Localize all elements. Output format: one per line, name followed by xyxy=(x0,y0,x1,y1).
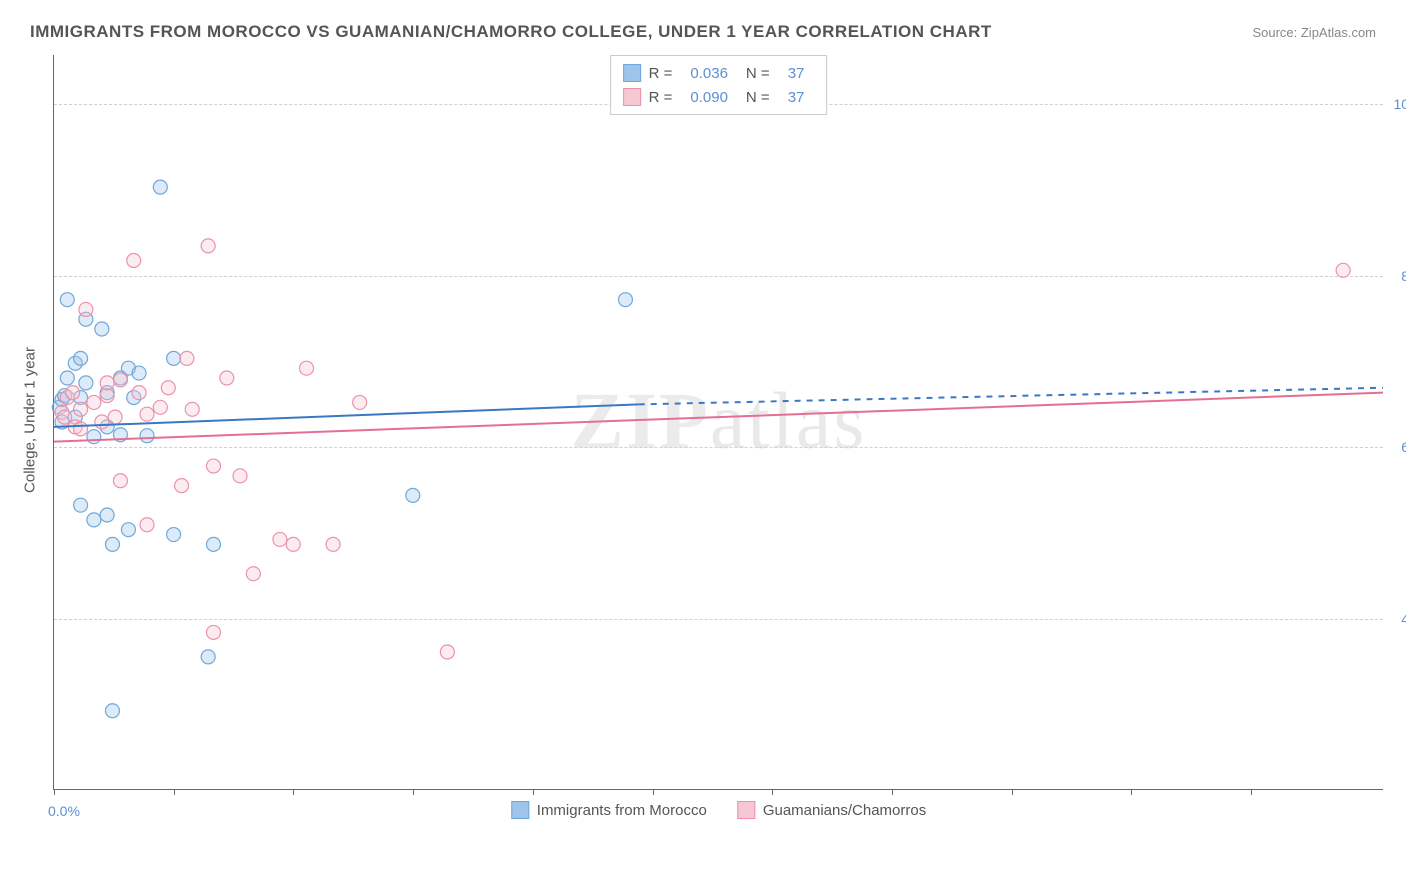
scatter-point xyxy=(79,376,93,390)
scatter-point xyxy=(87,395,101,409)
scatter-point xyxy=(127,254,141,268)
scatter-point xyxy=(132,386,146,400)
scatter-point xyxy=(74,351,88,365)
scatter-point xyxy=(233,469,247,483)
scatter-point xyxy=(140,518,154,532)
scatter-point xyxy=(79,302,93,316)
scatter-point xyxy=(185,402,199,416)
x-tick xyxy=(54,789,55,795)
plot-svg xyxy=(54,55,1383,789)
scatter-point xyxy=(206,625,220,639)
scatter-point xyxy=(66,386,80,400)
y-axis-title: College, Under 1 year xyxy=(22,347,39,493)
scatter-point xyxy=(87,513,101,527)
scatter-point xyxy=(100,508,114,522)
scatter-point xyxy=(406,488,420,502)
scatter-point xyxy=(100,376,114,390)
source-attribution: Source: ZipAtlas.com xyxy=(1252,25,1376,40)
scatter-point xyxy=(132,366,146,380)
scatter-point xyxy=(618,293,632,307)
scatter-point xyxy=(140,407,154,421)
scatter-point xyxy=(1336,263,1350,277)
regression-line xyxy=(54,393,1383,442)
scatter-point xyxy=(153,180,167,194)
scatter-point xyxy=(74,422,88,436)
y-tick-label: 82.5% xyxy=(1401,268,1406,284)
x-tick xyxy=(533,789,534,795)
y-tick-label: 65.0% xyxy=(1401,439,1406,455)
scatter-point xyxy=(286,537,300,551)
scatter-point xyxy=(74,498,88,512)
scatter-point xyxy=(95,415,109,429)
x-min-label: 0.0% xyxy=(48,803,80,819)
scatter-point xyxy=(300,361,314,375)
plot-area: ZIPatlas 100.0%82.5%65.0%47.5% 0.0% 50.0… xyxy=(53,55,1383,790)
scatter-point xyxy=(353,395,367,409)
scatter-point xyxy=(95,322,109,336)
scatter-point xyxy=(326,537,340,551)
scatter-point xyxy=(220,371,234,385)
scatter-point xyxy=(206,459,220,473)
scatter-point xyxy=(105,704,119,718)
scatter-point xyxy=(121,523,135,537)
scatter-point xyxy=(180,351,194,365)
x-tick xyxy=(413,789,414,795)
scatter-point xyxy=(60,371,74,385)
scatter-point xyxy=(74,402,88,416)
bottom-legend-label: Immigrants from Morocco xyxy=(537,802,707,819)
scatter-point xyxy=(113,373,127,387)
scatter-point xyxy=(246,567,260,581)
scatter-point xyxy=(440,645,454,659)
scatter-point xyxy=(113,474,127,488)
scatter-point xyxy=(108,410,122,424)
scatter-point xyxy=(87,430,101,444)
x-tick xyxy=(174,789,175,795)
scatter-point xyxy=(161,381,175,395)
scatter-point xyxy=(175,479,189,493)
bottom-legend-item: Guamanians/Chamorros xyxy=(737,801,926,819)
scatter-point xyxy=(60,293,74,307)
chart-title: IMMIGRANTS FROM MOROCCO VS GUAMANIAN/CHA… xyxy=(30,22,992,42)
y-tick-label: 100.0% xyxy=(1394,96,1406,112)
x-tick xyxy=(772,789,773,795)
scatter-point xyxy=(201,650,215,664)
scatter-point xyxy=(273,532,287,546)
scatter-point xyxy=(206,537,220,551)
y-tick-label: 47.5% xyxy=(1401,611,1406,627)
bottom-legend: Immigrants from Morocco Guamanians/Chamor… xyxy=(511,801,926,819)
scatter-point xyxy=(153,400,167,414)
scatter-point xyxy=(140,429,154,443)
x-tick xyxy=(1251,789,1252,795)
x-tick xyxy=(892,789,893,795)
scatter-point xyxy=(167,528,181,542)
x-tick xyxy=(1012,789,1013,795)
scatter-point xyxy=(167,351,181,365)
bottom-legend-item: Immigrants from Morocco xyxy=(511,801,707,819)
x-tick xyxy=(293,789,294,795)
scatter-point xyxy=(100,389,114,403)
scatter-point xyxy=(105,537,119,551)
bottom-legend-label: Guamanians/Chamorros xyxy=(763,802,926,819)
x-tick xyxy=(653,789,654,795)
legend-swatch xyxy=(511,801,529,819)
scatter-point xyxy=(201,239,215,253)
x-tick xyxy=(1131,789,1132,795)
legend-swatch xyxy=(737,801,755,819)
